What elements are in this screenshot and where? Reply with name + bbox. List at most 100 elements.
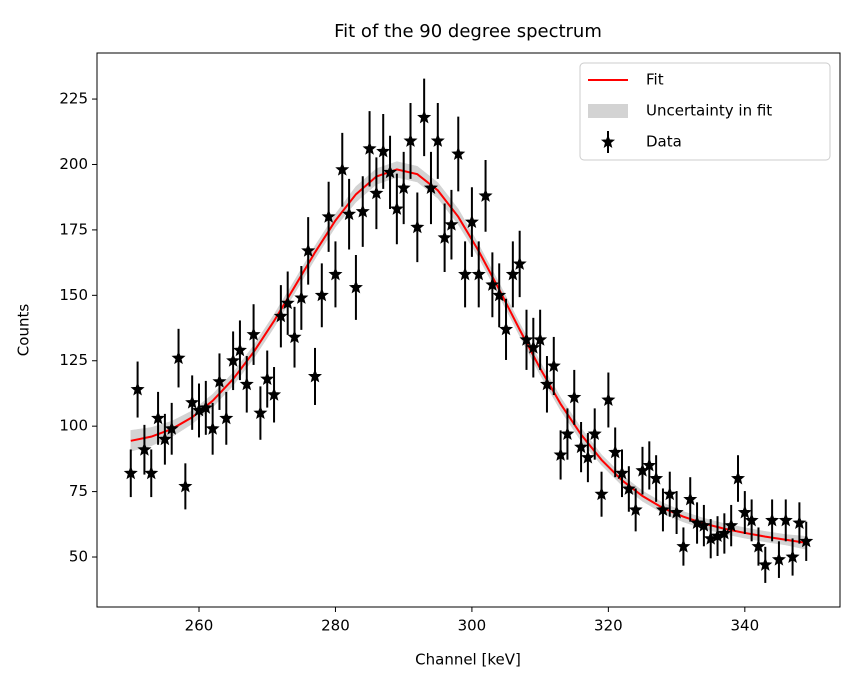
data-point xyxy=(662,486,677,501)
data-point xyxy=(164,421,179,435)
data-point xyxy=(239,376,254,391)
data-point xyxy=(730,471,746,485)
data-point xyxy=(232,342,247,357)
y-tick-label: 50 xyxy=(69,548,88,566)
plot-area xyxy=(123,78,814,583)
data-point xyxy=(526,340,541,354)
y-tick-label: 75 xyxy=(69,482,88,500)
data-point xyxy=(655,502,670,516)
legend-box xyxy=(579,62,831,161)
data-point xyxy=(178,478,193,493)
data-point xyxy=(485,277,500,291)
data-point xyxy=(410,219,425,234)
data-point xyxy=(137,442,152,456)
data-point xyxy=(717,526,732,540)
data-point xyxy=(123,465,138,480)
data-point xyxy=(464,214,479,229)
data-point xyxy=(669,505,684,519)
legend-label: Fit xyxy=(646,71,664,89)
data-point xyxy=(696,518,711,532)
data-point xyxy=(335,162,350,176)
data-point xyxy=(799,533,814,548)
data-point xyxy=(478,188,493,202)
y-tick-label: 200 xyxy=(59,155,88,173)
x-tick-label: 340 xyxy=(731,617,760,635)
data-point xyxy=(171,350,186,365)
data-point xyxy=(273,308,288,323)
data-point xyxy=(567,390,582,404)
fit-line xyxy=(130,168,807,544)
data-point xyxy=(321,209,336,223)
data-point xyxy=(771,552,786,566)
data-point xyxy=(765,513,780,527)
data-point xyxy=(792,515,807,529)
data-point xyxy=(383,164,398,179)
data-point xyxy=(601,392,616,406)
data-point xyxy=(492,287,507,302)
data-point xyxy=(198,400,213,414)
data-point xyxy=(628,502,643,516)
y-tick-label: 225 xyxy=(59,90,88,108)
data-point xyxy=(423,180,438,195)
data-point xyxy=(471,267,486,281)
data-point xyxy=(621,481,636,495)
data-point xyxy=(737,505,752,519)
data-point xyxy=(246,327,261,341)
data-point xyxy=(376,144,391,158)
data-point xyxy=(219,410,234,425)
data-point xyxy=(328,267,343,281)
data-point xyxy=(642,458,657,472)
data-point xyxy=(301,243,316,257)
data-point xyxy=(226,353,241,367)
legend-marker xyxy=(600,134,616,148)
data-point xyxy=(451,146,466,160)
x-tick-label: 320 xyxy=(594,617,623,635)
data-point xyxy=(212,374,227,388)
data-point xyxy=(355,204,370,218)
plot-frame xyxy=(96,52,841,608)
chart-title: Fit of the 90 degree spectrum xyxy=(334,21,602,42)
data-point xyxy=(758,557,773,571)
legend-label: Data xyxy=(646,133,682,151)
data-point xyxy=(157,431,172,446)
data-point xyxy=(307,369,322,383)
y-tick-label: 175 xyxy=(59,220,88,238)
y-tick-label: 125 xyxy=(59,351,88,369)
data-point xyxy=(751,539,766,553)
data-point xyxy=(444,217,459,231)
x-tick-label: 260 xyxy=(185,617,214,635)
data-point xyxy=(437,230,452,244)
data-point xyxy=(260,371,275,386)
data-point xyxy=(512,256,527,270)
data-point xyxy=(778,513,793,527)
data-point xyxy=(560,426,575,440)
x-tick-label: 300 xyxy=(458,617,487,635)
x-tick-label: 280 xyxy=(321,617,350,635)
data-point xyxy=(362,141,377,155)
y-tick-label: 150 xyxy=(59,286,88,304)
data-point xyxy=(649,471,664,485)
data-point xyxy=(546,358,561,372)
legend-label: Uncertainty in fit xyxy=(646,102,772,120)
data-point xyxy=(580,450,595,464)
y-tick-label: 100 xyxy=(59,417,88,435)
y-axis-label: Counts xyxy=(15,304,33,357)
data-point xyxy=(342,206,357,221)
data-point xyxy=(594,486,609,501)
data-point xyxy=(267,387,282,401)
data-point xyxy=(539,376,554,391)
data-point xyxy=(287,329,302,344)
data-point xyxy=(417,110,432,124)
data-point xyxy=(587,426,602,440)
data-point xyxy=(280,295,295,310)
data-point xyxy=(683,492,698,506)
data-point xyxy=(396,180,411,195)
data-point xyxy=(144,465,159,480)
data-point xyxy=(608,444,623,459)
legend-band xyxy=(588,104,628,118)
data-point xyxy=(185,395,200,409)
data-point xyxy=(505,267,520,281)
data-point xyxy=(294,290,309,304)
data-point xyxy=(744,513,759,527)
